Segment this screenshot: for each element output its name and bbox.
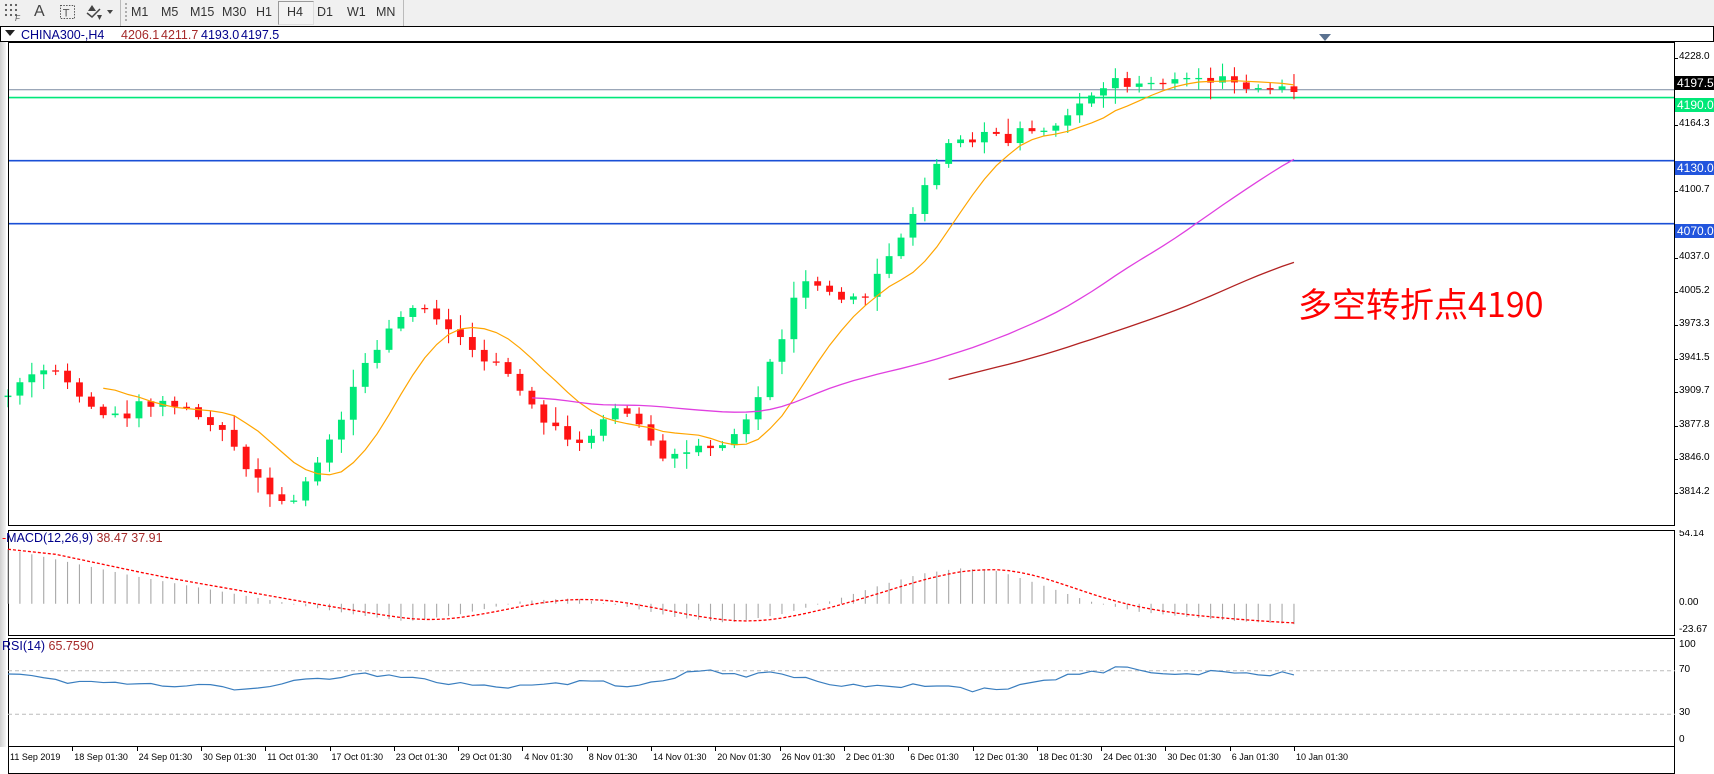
svg-text:F: F [15, 14, 21, 22]
svg-text:T: T [63, 8, 70, 20]
